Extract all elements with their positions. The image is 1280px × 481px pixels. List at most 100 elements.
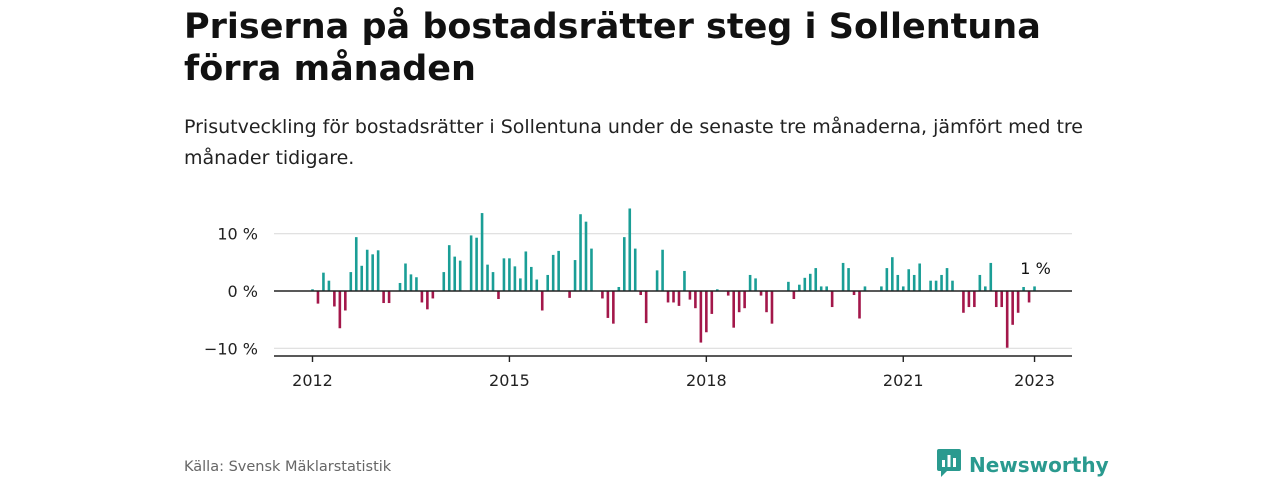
y-tick-label: 0 % [228,282,258,301]
brand-name: Newsworthy [969,453,1109,477]
bar [524,251,528,291]
bar [387,291,391,304]
bar [469,235,473,291]
bar [606,291,610,318]
bar [830,291,834,308]
tick-labels: 10 % 0 % −10 % 2012 2015 2018 2021 2023 1 % [204,225,1055,390]
bar [694,291,697,309]
bar [748,274,752,291]
bar [737,291,741,313]
bar [601,291,604,299]
bar [382,291,385,304]
bar [540,291,544,311]
y-tick-label: −10 % [204,339,258,358]
bar [322,272,325,291]
bar [852,291,856,296]
bar [1000,291,1004,308]
bar [530,266,533,291]
x-tick-label: 2015 [489,371,530,390]
bar [863,286,867,291]
bar [612,291,615,324]
bar [677,291,681,306]
bar [1011,291,1014,325]
bar-chart: 10 % 0 % −10 % 2012 2015 2018 2021 2023 1 % [204,208,1072,390]
bar [546,274,550,291]
bar [311,289,314,291]
bar [475,237,478,291]
bar [415,277,418,291]
bar [579,214,582,291]
bar [327,280,331,291]
bar [962,291,965,313]
bar [349,272,353,291]
bar [1016,291,1020,313]
bar [907,269,911,291]
axes [274,290,1072,362]
bar [672,291,675,303]
bar [617,286,621,291]
bar [858,291,861,319]
bar [513,266,517,291]
bar [573,260,577,291]
bar [502,258,506,291]
bar [404,263,407,291]
bar [901,286,905,291]
bar [628,208,632,291]
bar [891,257,894,291]
bar [880,286,883,291]
bar [934,280,938,291]
bar [644,291,648,324]
bar [420,291,424,303]
bar [994,291,998,308]
bar [951,280,954,291]
bar [732,291,735,328]
bar [480,213,484,291]
bar [1027,291,1031,303]
bar [371,254,374,291]
bar [491,272,495,291]
bar [426,291,429,310]
source-note: Källa: Svensk Mäklarstatistik [184,459,392,475]
bar [398,282,402,291]
newsworthy-logo[interactable]: Newsworthy [937,449,1109,481]
bar [798,284,801,291]
bar [584,221,588,291]
bar [333,291,336,307]
bar [568,291,571,298]
bar [912,274,916,291]
bar [661,249,664,291]
bar [633,248,637,291]
bar [360,265,364,291]
bars [311,208,1036,348]
bar [984,286,987,291]
last-value-label: 1 % [1020,259,1050,278]
bar [639,291,642,296]
bar [447,245,451,291]
bar [726,291,730,296]
bar [825,286,828,291]
bar [699,291,703,343]
bar [590,248,593,291]
bar [344,291,347,311]
bar [929,280,932,291]
bar [622,237,626,291]
bar [683,270,686,291]
bar [666,291,670,303]
bar [710,291,714,314]
bar [808,273,812,291]
x-tick-label: 2018 [686,371,727,390]
y-tick-label: 10 % [217,225,258,244]
bar [551,254,555,291]
bar [508,258,511,291]
bar [316,291,320,304]
bar [519,278,522,291]
bar [841,262,845,291]
bar [787,281,790,291]
grid-lines [274,233,1072,349]
bar [458,260,462,291]
x-tick-label: 2012 [292,371,333,390]
bar [973,291,976,308]
bar [945,268,949,291]
bar [847,268,850,291]
bar [1022,286,1025,291]
